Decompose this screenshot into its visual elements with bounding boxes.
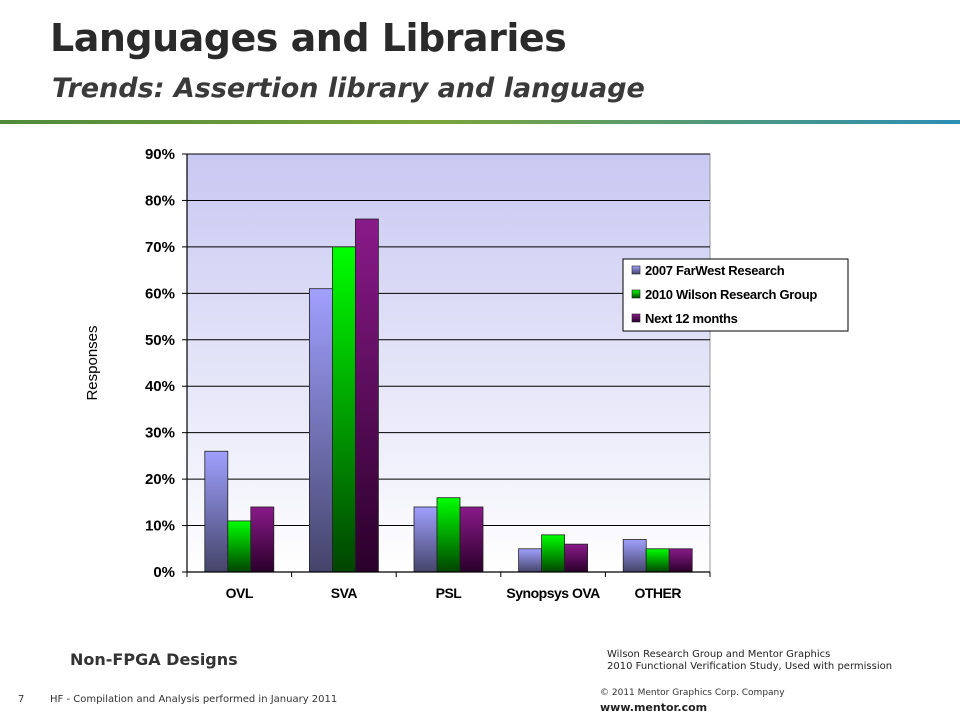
y-tick-label: 60% <box>145 285 175 302</box>
y-tick-label: 40% <box>145 378 175 395</box>
x-tick-label: OVL <box>226 585 254 601</box>
bar <box>541 534 565 573</box>
footer-note: HF - Compilation and Analysis performed … <box>50 694 338 705</box>
bar <box>354 218 379 573</box>
source-line-2: 2010 Functional Verification Study, Used… <box>607 661 893 672</box>
slide-subtitle: Trends: Assertion library and language <box>52 73 645 104</box>
bar <box>204 450 229 573</box>
legend-label: Next 12 months <box>645 311 738 326</box>
legend-swatch <box>631 289 641 299</box>
bar <box>413 506 438 573</box>
y-tick-label: 90% <box>145 146 175 163</box>
legend-label: 2007 FarWest Research <box>645 263 785 278</box>
bar <box>622 539 647 573</box>
website-link[interactable]: www.mentor.com <box>600 701 708 714</box>
legend-swatch <box>631 265 641 275</box>
legend-label: 2010 Wilson Research Group <box>645 287 817 302</box>
y-tick-label: 70% <box>145 239 175 256</box>
header-divider <box>0 120 960 124</box>
design-type-note: Non-FPGA Designs <box>70 650 238 669</box>
bar <box>459 506 484 573</box>
bar <box>227 520 252 573</box>
legend: 2007 FarWest Research 2010 Wilson Researc… <box>622 258 849 332</box>
copyright: © 2011 Mentor Graphics Corp. Company <box>600 688 785 698</box>
legend-swatch <box>631 313 641 323</box>
source-line-1: Wilson Research Group and Mentor Graphic… <box>607 649 831 660</box>
x-tick-label: SVA <box>331 585 358 601</box>
y-tick-label: 80% <box>145 192 175 209</box>
y-tick-label: 0% <box>153 564 175 581</box>
bar <box>668 548 693 573</box>
source-credit: Wilson Research Group and Mentor Graphic… <box>607 649 947 673</box>
bar <box>645 548 670 573</box>
y-tick-label: 50% <box>145 332 175 349</box>
bar <box>308 288 333 573</box>
y-tick-label: 10% <box>145 518 175 535</box>
bar <box>518 548 542 573</box>
y-tick-label: 30% <box>145 425 175 442</box>
bar <box>331 246 356 573</box>
legend-box <box>622 258 849 332</box>
y-axis-label: Responses <box>84 325 101 400</box>
bar-chart: 0% 10% 20% 30% 40% 50% 60% 70% 80% 90% OVL SVA PSL S… <box>84 146 849 601</box>
x-tick-label: PSL <box>436 585 463 601</box>
x-tick-label: OTHER <box>634 585 681 601</box>
bar <box>250 506 275 573</box>
page-number: 7 <box>18 694 25 705</box>
slide-title: Languages and Libraries <box>50 16 567 60</box>
bar <box>564 543 588 573</box>
bar <box>436 497 461 573</box>
x-tick-label: Synopsys OVA <box>506 585 600 601</box>
y-tick-label: 20% <box>145 471 175 488</box>
